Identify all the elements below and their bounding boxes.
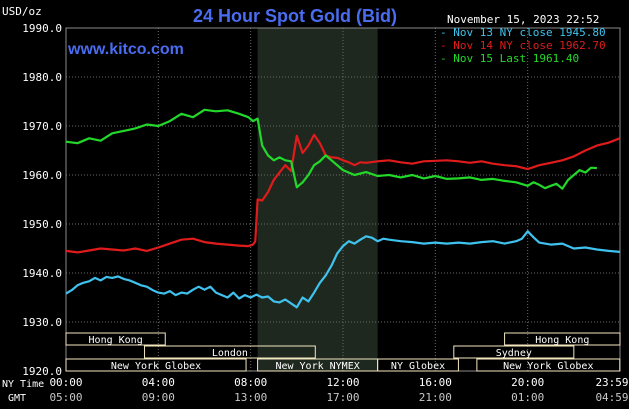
brand-link[interactable]: www.kitco.com — [67, 41, 184, 58]
timestamp: November 15, 2023 22:52 — [447, 13, 599, 26]
session-label: Hong Kong — [535, 335, 589, 346]
y-tick-label: 1970.0 — [22, 120, 62, 133]
session-box — [377, 358, 459, 372]
chart-title: 24 Hour Spot Gold (Bid) — [193, 6, 397, 26]
session-box — [143, 345, 316, 359]
session-label: New York NYMEX — [275, 361, 359, 372]
session-box — [504, 332, 621, 346]
x-tick-gmt: 05:00 — [49, 391, 82, 404]
session-label: New York Globex — [111, 361, 201, 372]
legend-entry-nov14: - Nov 14 NY close 1962.70 — [440, 39, 606, 52]
series-line-2 — [65, 133, 621, 254]
ny-time-label: NY Time — [2, 379, 44, 390]
x-tick-gmt: 09:00 — [142, 391, 175, 404]
series-line-1 — [65, 230, 620, 309]
x-tick-ny: 04:00 — [142, 376, 175, 389]
gmt-label: GMT — [8, 393, 26, 404]
session-label: New York Globex — [503, 361, 593, 372]
legend-entry-nov15: - Nov 15 Last 1961.40 — [440, 52, 579, 65]
x-tick-gmt: 04:59 — [595, 391, 628, 404]
session-box — [65, 358, 247, 372]
x-tick-gmt: 21:00 — [419, 391, 452, 404]
session-label: NY Globex — [391, 361, 445, 372]
series-line-3 — [65, 108, 597, 190]
x-tick-gmt: 17:00 — [326, 391, 359, 404]
y-tick-label: 1930.0 — [22, 316, 62, 329]
session-box — [476, 358, 621, 372]
y-tick-label: 1990.0 — [22, 22, 62, 35]
y-tick-label: 1920.0 — [22, 365, 62, 378]
y-tick-label: 1960.0 — [22, 169, 62, 182]
x-tick-ny: 00:00 — [49, 376, 82, 389]
session-label: London — [212, 348, 248, 359]
unit-label: USD/oz — [2, 5, 42, 18]
x-tick-ny: 16:00 — [419, 376, 452, 389]
nymex-shaded-region — [257, 28, 378, 371]
x-tick-ny: 12:00 — [326, 376, 359, 389]
y-tick-label: 1940.0 — [22, 267, 62, 280]
x-tick-gmt: 01:00 — [511, 391, 544, 404]
x-tick-gmt: 13:00 — [234, 391, 267, 404]
y-tick-label: 1950.0 — [22, 218, 62, 231]
legend-entry-nov13: - Nov 13 NY close 1945.80 — [440, 26, 606, 39]
x-tick-ny: 08:00 — [234, 376, 267, 389]
session-box — [453, 345, 575, 359]
x-tick-ny: 23:59 — [595, 376, 628, 389]
session-label: Sydney — [496, 348, 532, 359]
session-label: Hong Kong — [89, 335, 143, 346]
session-box — [65, 332, 166, 346]
y-tick-label: 1980.0 — [22, 71, 62, 84]
x-tick-ny: 20:00 — [511, 376, 544, 389]
